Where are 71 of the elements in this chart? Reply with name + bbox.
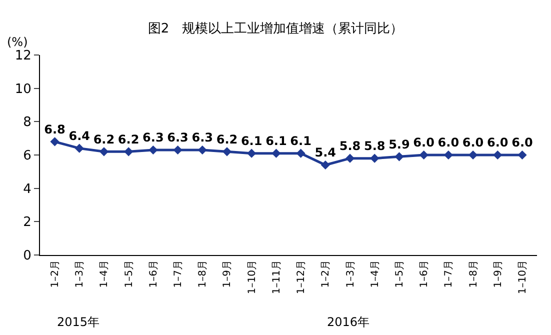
data-label: 5.8	[339, 138, 361, 153]
x-tick-label: 1–9月	[222, 260, 234, 288]
data-label: 6.0	[486, 136, 508, 150]
point	[370, 154, 380, 163]
y-tick-label: 2	[23, 215, 32, 230]
point	[247, 148, 256, 158]
y-tick-label: 6	[23, 148, 32, 164]
data-label: 6.3	[192, 130, 214, 145]
point	[222, 147, 232, 156]
x-tick-label: 1–3月	[74, 260, 86, 288]
data-label: 5.8	[364, 138, 386, 153]
x-tick-label: 1–7月	[444, 260, 455, 288]
y-tick-label: 12	[14, 48, 32, 64]
point	[518, 150, 527, 160]
point	[493, 150, 502, 160]
point	[198, 145, 207, 155]
data-label: 6.4	[68, 128, 90, 143]
data-label: 6.0	[438, 136, 460, 150]
chart-title: 图2 规模以上工业增加值增速（累计同比）	[148, 22, 404, 37]
point	[419, 150, 428, 160]
data-label: 6.0	[462, 136, 484, 150]
point	[296, 148, 306, 158]
x-tick-label: 1–6月	[419, 260, 430, 288]
x-tick-label: 1–10月	[246, 260, 258, 294]
y-tick-label: 0	[23, 248, 32, 264]
data-label: 6.0	[512, 136, 533, 150]
x-tick-label: 1–7月	[173, 260, 184, 288]
data-label: 6.1	[290, 134, 312, 148]
x-tick-label: 1–9月	[492, 260, 504, 288]
point	[444, 150, 453, 160]
y-tick-label: 10	[14, 82, 32, 97]
data-label: 6.2	[93, 132, 115, 146]
point	[124, 147, 134, 156]
data-label: 6.8	[44, 122, 66, 136]
x-tick-label: 1–4月	[370, 260, 381, 288]
point	[394, 152, 404, 162]
x-tick-label: 1–5月	[394, 260, 406, 288]
data-label: 6.1	[240, 134, 262, 148]
x-tick-label: 1–5月	[124, 260, 135, 288]
point	[99, 147, 109, 156]
data-label: 6.1	[266, 134, 287, 148]
data-label: 6.3	[142, 130, 164, 145]
point	[50, 137, 60, 146]
point	[173, 145, 182, 155]
x-tick-label: 1–2月	[320, 260, 332, 288]
point	[468, 150, 478, 160]
y-tick-label: 8	[23, 115, 32, 130]
data-label: 6.2	[118, 132, 140, 146]
x-tick-label: 1–6月	[148, 260, 160, 288]
point	[345, 154, 355, 163]
data-label: 5.9	[388, 137, 410, 152]
x-tick-label: 1–12月	[296, 260, 308, 294]
x-tick-label: 1–10月	[517, 260, 528, 294]
point	[272, 148, 281, 158]
point	[148, 145, 158, 155]
x-tick-label: 1–8月	[198, 260, 209, 288]
x-tick-label: 1–8月	[468, 260, 480, 288]
point	[320, 160, 330, 170]
y-tick-label: 4	[23, 182, 32, 197]
x-tick-label: 1–3月	[345, 260, 356, 288]
data-label: 6.3	[167, 130, 188, 145]
data-label: 6.0	[413, 136, 434, 150]
text: 2015年	[57, 315, 100, 329]
x-tick-label: 1–2月	[50, 260, 62, 288]
data-label: 6.2	[216, 132, 238, 146]
text: 2016年	[327, 315, 370, 329]
x-tick-label: 1–11月	[271, 260, 282, 294]
y-axis-title: (%)	[7, 35, 28, 49]
point	[74, 144, 84, 153]
x-tick-label: 1–4月	[99, 260, 110, 288]
data-label: 5.4	[314, 146, 336, 160]
